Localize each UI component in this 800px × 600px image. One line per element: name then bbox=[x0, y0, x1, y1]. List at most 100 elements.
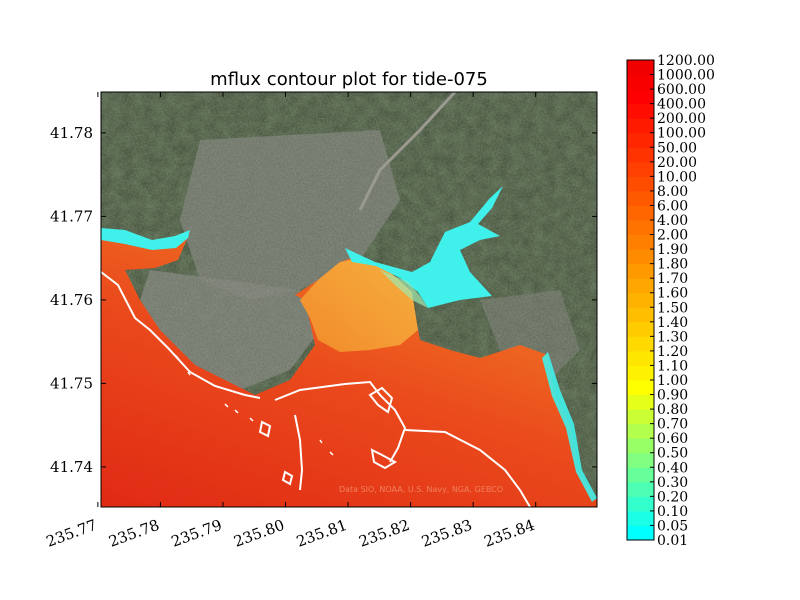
colorbar-segment bbox=[627, 249, 654, 265]
colorbar-label: 0.80 bbox=[657, 402, 688, 418]
y-tick-label: 41.77 bbox=[50, 207, 93, 225]
colorbar-label: 4.00 bbox=[657, 213, 688, 229]
contour-dock bbox=[368, 386, 394, 414]
x-tick-label: 235.82 bbox=[356, 516, 411, 551]
contour-south bbox=[404, 429, 531, 507]
colorbar-label: 1000.00 bbox=[657, 68, 715, 84]
colorbar-frame bbox=[626, 59, 655, 541]
colorbar-label: 2.00 bbox=[657, 228, 688, 244]
colorbar-label: 1200.00 bbox=[657, 53, 715, 69]
colorbar-segment bbox=[627, 409, 654, 425]
colorbar-segment bbox=[627, 510, 654, 526]
colorbar-segment bbox=[627, 481, 654, 497]
colorbar-segment bbox=[627, 220, 654, 236]
colorbar-label: 0.70 bbox=[657, 417, 688, 433]
colorbar-segment bbox=[627, 380, 654, 396]
x-tick-label: 235.78 bbox=[106, 516, 161, 551]
y-tick-label: 41.76 bbox=[50, 291, 93, 309]
colorbar-label: 0.30 bbox=[657, 475, 688, 491]
colorbar-segment bbox=[627, 438, 654, 454]
contour-west bbox=[101, 271, 261, 399]
flux-water-inlet bbox=[345, 186, 503, 308]
contour-island-2 bbox=[281, 470, 294, 486]
colorbar-label: 1.40 bbox=[657, 315, 688, 331]
x-tick-label: 235.79 bbox=[169, 516, 224, 551]
y-tick-label: 41.75 bbox=[50, 374, 93, 392]
colorbar-segment bbox=[627, 89, 654, 105]
colorbar-segment bbox=[627, 161, 654, 177]
colorbar-segment bbox=[627, 394, 654, 410]
highway bbox=[358, 92, 457, 211]
colorbar-segment bbox=[627, 452, 654, 468]
colorbar-segment bbox=[627, 336, 654, 352]
flux-water-edge-low bbox=[101, 228, 190, 250]
colorbar-label: 6.00 bbox=[657, 198, 688, 214]
colorbar-label: 1.90 bbox=[657, 242, 688, 258]
colorbar-segment bbox=[627, 147, 654, 163]
contour-pier-1 bbox=[294, 414, 304, 491]
colorbar-segment bbox=[627, 176, 654, 192]
colorbar-label: 1.80 bbox=[657, 257, 688, 273]
contour-island-1 bbox=[258, 420, 272, 438]
x-tick-label: 235.81 bbox=[294, 516, 349, 551]
colorbar: 0.010.050.100.200.300.400.500.600.700.80… bbox=[626, 53, 715, 549]
colorbar-label: 400.00 bbox=[657, 97, 706, 113]
colorbar-segment bbox=[627, 321, 654, 337]
colorbar-label: 0.20 bbox=[657, 489, 688, 505]
colorbar-segment bbox=[627, 278, 654, 294]
colorbar-segment bbox=[627, 234, 654, 250]
colorbar-segment bbox=[627, 365, 654, 381]
colorbar-label: 600.00 bbox=[657, 82, 706, 98]
colorbar-label: 200.00 bbox=[657, 111, 706, 127]
y-axis: 41.74 41.75 41.76 41.77 41.78 bbox=[50, 124, 597, 476]
colorbar-label: 1.70 bbox=[657, 271, 688, 287]
flux-water-upper bbox=[300, 258, 418, 352]
colorbar-segment bbox=[627, 423, 654, 439]
colorbar-label: 0.01 bbox=[657, 533, 688, 549]
colorbar-label: 1.00 bbox=[657, 373, 688, 389]
colorbar-segment bbox=[627, 103, 654, 119]
colorbar-label: 10.00 bbox=[657, 169, 697, 185]
colorbar-segment bbox=[627, 525, 654, 541]
colorbar-segment bbox=[627, 350, 654, 366]
colorbar-segment bbox=[627, 74, 654, 90]
colorbar-segment bbox=[627, 190, 654, 206]
chart-title: mflux contour plot for tide-075 bbox=[210, 69, 488, 90]
colorbar-label: 100.00 bbox=[657, 126, 706, 142]
colorbar-segment bbox=[627, 132, 654, 148]
plot-area: Data SIO, NOAA, U.S. Navy, NGA, GEBCO bbox=[101, 92, 597, 507]
colorbar-segment bbox=[627, 307, 654, 323]
colorbar-segment bbox=[627, 496, 654, 512]
colorbar-label: 1.10 bbox=[657, 358, 688, 374]
colorbar-segment bbox=[627, 60, 654, 76]
colorbar-label: 0.60 bbox=[657, 431, 688, 447]
contour-island-3 bbox=[370, 448, 398, 470]
colorbar-label: 1.60 bbox=[657, 286, 688, 302]
flux-water-east-edge bbox=[542, 352, 597, 502]
colorbar-label: 0.40 bbox=[657, 460, 688, 476]
colorbar-label: 8.00 bbox=[657, 184, 688, 200]
colorbar-segment bbox=[627, 118, 654, 134]
colorbar-label: 20.00 bbox=[657, 155, 697, 171]
colorbar-label: 0.50 bbox=[657, 446, 688, 462]
x-tick-label: 235.77 bbox=[44, 516, 99, 551]
colorbar-label: 1.50 bbox=[657, 300, 688, 316]
colorbar-label: 1.20 bbox=[657, 344, 688, 360]
basemap-attribution: Data SIO, NOAA, U.S. Navy, NGA, GEBCO bbox=[339, 485, 503, 494]
colorbar-segment bbox=[627, 205, 654, 221]
flux-water-inlet-mid bbox=[380, 270, 428, 308]
colorbar-label: 0.05 bbox=[657, 518, 688, 534]
colorbar-segment bbox=[627, 467, 654, 483]
flux-water-main bbox=[101, 230, 597, 507]
colorbar-label: 0.10 bbox=[657, 504, 688, 520]
colorbar-segment bbox=[627, 263, 654, 279]
colorbar-label: 1.30 bbox=[657, 329, 688, 345]
colorbar-segment bbox=[627, 292, 654, 308]
x-tick-label: 235.83 bbox=[419, 516, 474, 551]
x-tick-label: 235.84 bbox=[482, 516, 537, 551]
contour-channel bbox=[274, 380, 407, 463]
x-tick-label: 235.80 bbox=[231, 516, 286, 551]
colorbar-label: 0.90 bbox=[657, 388, 688, 404]
colorbar-label: 50.00 bbox=[657, 140, 697, 156]
